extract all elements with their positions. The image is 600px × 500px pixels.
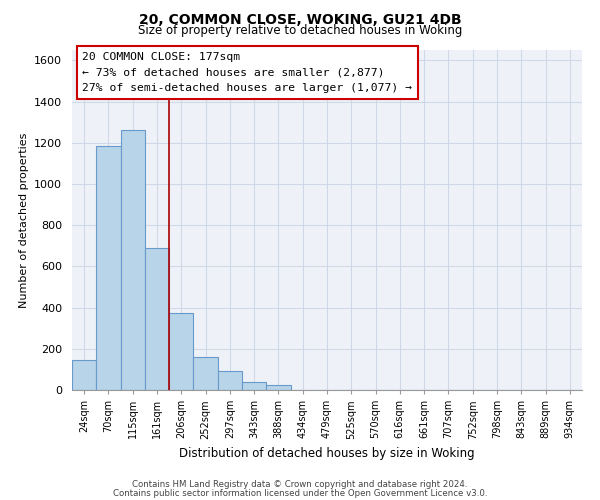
Bar xyxy=(121,130,145,390)
Text: Contains HM Land Registry data © Crown copyright and database right 2024.: Contains HM Land Registry data © Crown c… xyxy=(132,480,468,489)
Bar xyxy=(72,360,96,390)
Text: 20, COMMON CLOSE, WOKING, GU21 4DB: 20, COMMON CLOSE, WOKING, GU21 4DB xyxy=(139,12,461,26)
Bar xyxy=(145,248,169,390)
X-axis label: Distribution of detached houses by size in Woking: Distribution of detached houses by size … xyxy=(179,447,475,460)
Text: Size of property relative to detached houses in Woking: Size of property relative to detached ho… xyxy=(138,24,462,37)
Bar xyxy=(218,372,242,390)
Text: Contains public sector information licensed under the Open Government Licence v3: Contains public sector information licen… xyxy=(113,488,487,498)
Bar xyxy=(193,357,218,390)
Y-axis label: Number of detached properties: Number of detached properties xyxy=(19,132,29,308)
Bar xyxy=(96,146,121,390)
Bar xyxy=(266,386,290,390)
Bar xyxy=(169,312,193,390)
Bar xyxy=(242,382,266,390)
Text: 20 COMMON CLOSE: 177sqm
← 73% of detached houses are smaller (2,877)
27% of semi: 20 COMMON CLOSE: 177sqm ← 73% of detache… xyxy=(82,52,412,93)
